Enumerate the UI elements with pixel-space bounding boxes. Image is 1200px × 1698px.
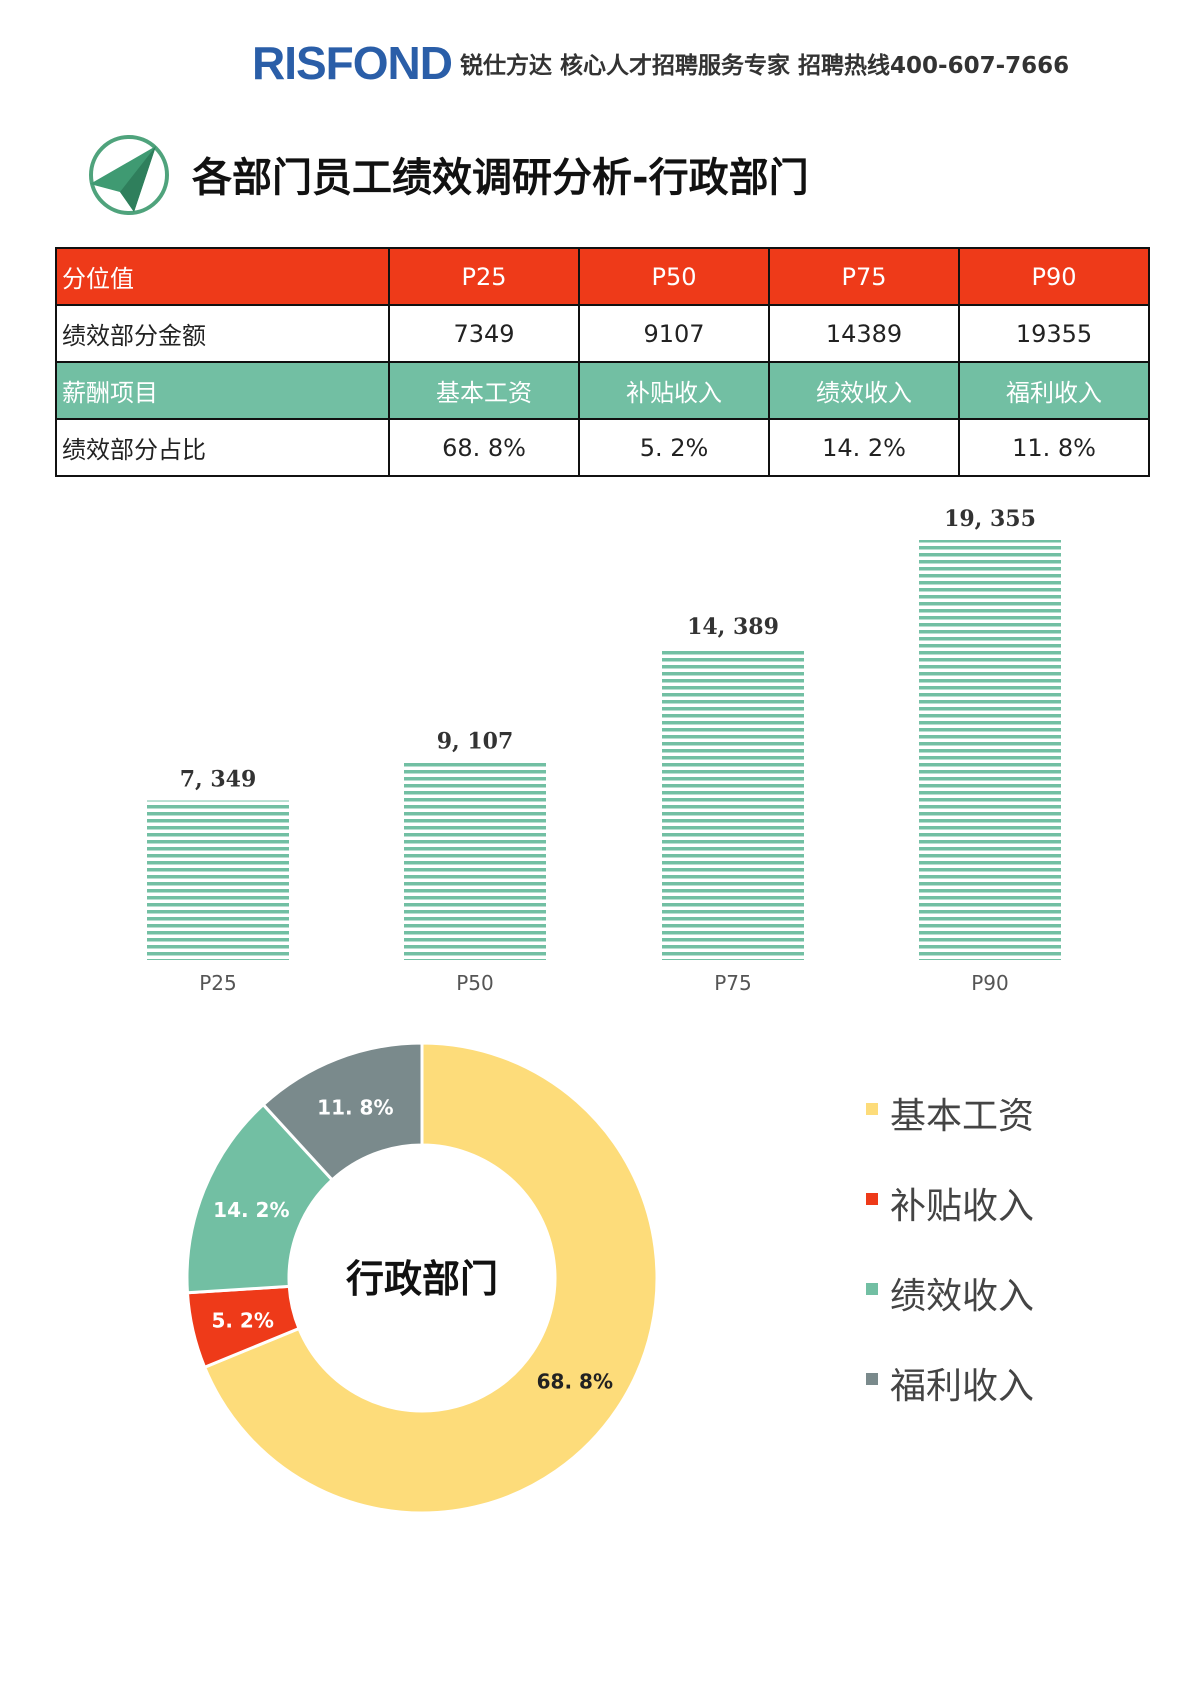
bar [662, 647, 804, 960]
donut-center-label: 行政部门 [346, 1257, 498, 1301]
header: RISFOND 锐仕方达 核心人才招聘服务专家 招聘热线400-607-7666 [0, 28, 1200, 90]
table-cell: 绩效收入 [768, 361, 960, 420]
donut-chart: 68. 8% 5. 2% 14. 2% 11. 8% 行政部门 [185, 1041, 659, 1515]
bar-value-label: 14, 389 [687, 614, 779, 640]
table-row: 薪酬项目 基本工资 补贴收入 绩效收入 福利收入 [55, 361, 1150, 420]
donut-slice [261, 1041, 424, 1183]
table-row: 分位值 P25 P50 P75 P90 [55, 247, 1150, 306]
table-cell: P50 [578, 247, 770, 306]
table-row: 绩效部分占比 68. 8% 5. 2% 14. 2% 11. 8% [55, 418, 1150, 477]
bar-value-label: 19, 355 [944, 506, 1036, 532]
page-title: 各部门员工绩效调研分析-行政部门 [192, 155, 809, 201]
legend-label: 基本工资 [890, 1096, 1035, 1137]
table-cell: P90 [958, 247, 1150, 306]
table-cell: 5. 2% [578, 418, 770, 477]
x-tick-label: P75 [714, 971, 752, 995]
legend-label: 绩效收入 [890, 1276, 1035, 1317]
x-tick-label: P25 [199, 971, 237, 995]
bar-value-label: 9, 107 [437, 728, 514, 754]
slice-label: 5. 2% [211, 1308, 273, 1332]
bar [147, 800, 289, 960]
table-row: 绩效部分金额 7349 9107 14389 19355 [55, 304, 1150, 363]
table-cell: 补贴收入 [578, 361, 770, 420]
bar-value-label: 7, 349 [180, 767, 257, 793]
x-tick-label: P50 [456, 971, 494, 995]
table-cell: 9107 [578, 304, 770, 363]
legend-swatch [866, 1283, 878, 1295]
header-tagline: 锐仕方达 核心人才招聘服务专家 招聘热线400-607-7666 [460, 53, 1070, 79]
table-cell: 绩效部分金额 [55, 304, 390, 363]
donut-slice [202, 1041, 659, 1515]
table-cell: 基本工资 [388, 361, 580, 420]
table-cell: 14389 [768, 304, 960, 363]
table-cell: 薪酬项目 [55, 361, 390, 420]
bar [919, 540, 1061, 960]
legend-label: 福利收入 [890, 1366, 1035, 1407]
table-cell: P25 [388, 247, 580, 306]
table-cell: 分位值 [55, 247, 390, 306]
legend-swatch [866, 1193, 878, 1205]
slice-label: 68. 8% [537, 1369, 613, 1393]
slice-label: 14. 2% [213, 1198, 289, 1222]
table-cell: P75 [768, 247, 960, 306]
company-logo: RISFOND [252, 36, 453, 90]
table-cell: 19355 [958, 304, 1150, 363]
table-cell: 68. 8% [388, 418, 580, 477]
table-cell: 福利收入 [958, 361, 1150, 420]
table-cell: 7349 [388, 304, 580, 363]
bar-chart: 7, 349 P25 9, 107 P50 14, 389 P75 19, 355 P90 [147, 506, 1061, 995]
paper-plane-icon [89, 135, 169, 215]
bar [404, 762, 546, 960]
table-cell: 11. 8% [958, 418, 1150, 477]
slice-label: 11. 8% [317, 1095, 393, 1119]
legend-label: 补贴收入 [890, 1186, 1035, 1227]
table-cell: 14. 2% [768, 418, 960, 477]
x-tick-label: P90 [971, 971, 1009, 995]
table-cell: 绩效部分占比 [55, 418, 390, 477]
legend-swatch [866, 1103, 878, 1115]
legend-swatch [866, 1373, 878, 1385]
logo-text: RISFOND [252, 37, 453, 89]
data-table: 分位值 P25 P50 P75 P90 绩效部分金额 7349 9107 143… [55, 247, 1150, 477]
